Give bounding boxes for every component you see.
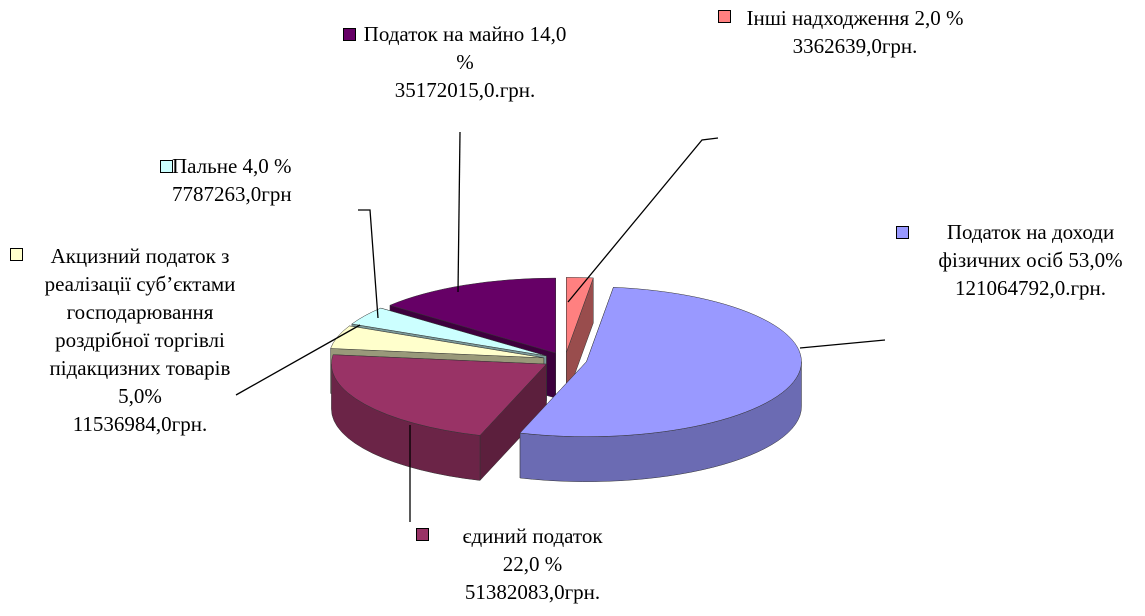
slice	[519, 287, 802, 437]
legend-swatch	[416, 528, 429, 541]
category: Податок на майно	[363, 22, 525, 46]
slice-label: Податок на доходи фізичних осіб 53,0% 121…	[918, 218, 1143, 302]
legend-swatch	[10, 248, 23, 261]
leader-line	[457, 131, 461, 293]
percent: 5,0%	[118, 384, 162, 408]
percent: 22,0 %	[502, 552, 563, 576]
category: Податок на доходи фізичних осіб	[938, 220, 1115, 272]
slice-label: Акцизний податок з реалізації суб’єктами…	[30, 242, 250, 438]
slice	[389, 277, 556, 354]
percent: 2,0 %	[914, 6, 964, 30]
slice-label: Податок на майно 14,0 % 35172015,0.грн.	[355, 20, 575, 104]
amount: 7787263,0грн	[172, 182, 292, 206]
category: Пальне	[172, 154, 238, 178]
slice	[351, 307, 547, 357]
slice-label: єдиний податок 22,0 % 51382083,0грн.	[420, 522, 645, 606]
legend-swatch	[896, 226, 909, 239]
leader-line	[799, 339, 886, 349]
amount: 11536984,0грн.	[72, 412, 208, 436]
amount: 51382083,0грн.	[464, 580, 601, 604]
legend-swatch	[343, 28, 356, 41]
slice	[331, 354, 547, 436]
slice-label: Пальне 4,0 % 7787263,0грн	[172, 152, 372, 208]
leader-line	[358, 209, 379, 319]
amount: 121064792,0.грн.	[954, 276, 1107, 300]
percent: 4,0 %	[242, 154, 292, 178]
percent: 14,0 %	[456, 22, 567, 74]
leader-line	[567, 137, 719, 303]
slice-label: Інші надходження 2,0 % 3362639,0грн.	[745, 4, 965, 60]
amount: 35172015,0.грн.	[394, 78, 536, 102]
legend-swatch	[718, 10, 731, 23]
amount: 3362639,0грн.	[792, 34, 918, 58]
category: Акцизний податок з реалізації суб’єктами…	[44, 244, 236, 380]
slice	[330, 325, 544, 359]
slices	[330, 277, 802, 482]
leader-lines	[235, 131, 886, 522]
category: єдиний податок	[462, 524, 603, 548]
percent: 53,0%	[1068, 248, 1123, 272]
leader-line	[235, 324, 361, 396]
category: Інші надходження	[746, 6, 910, 30]
legend-swatch	[160, 160, 173, 173]
